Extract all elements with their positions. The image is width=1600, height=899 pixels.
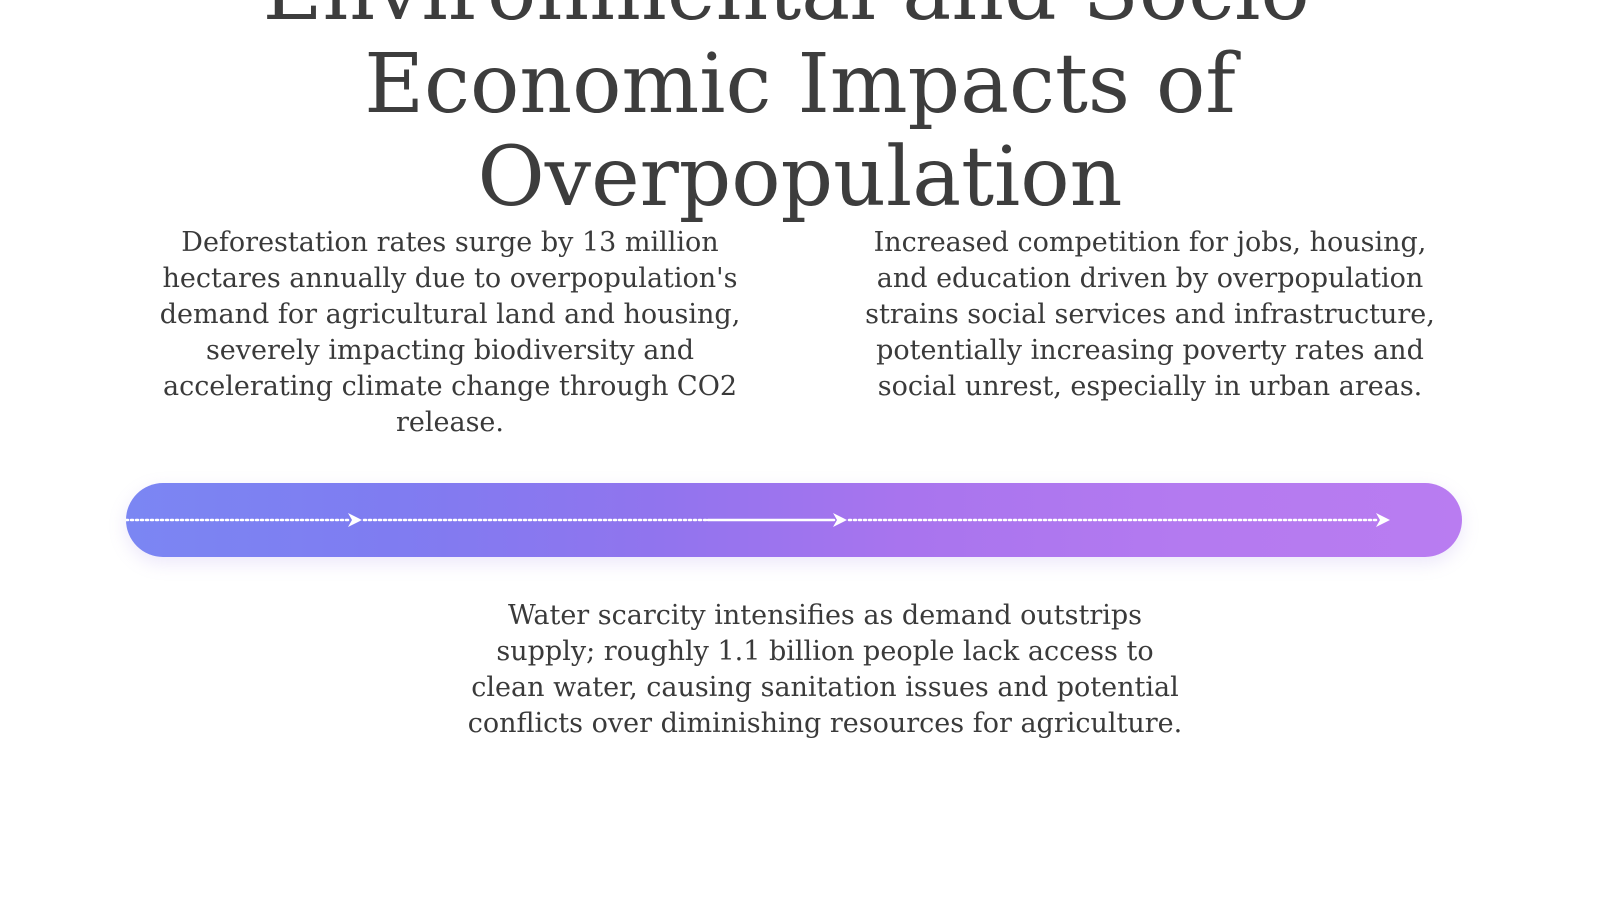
arrow-right-icon (833, 513, 847, 527)
timeline-bar (126, 483, 1462, 557)
title-line-2: Economic Impacts of (364, 37, 1236, 132)
title-line-3: Overpopulation (477, 130, 1123, 225)
page-title: Environmental and Socio- Economic Impact… (0, 0, 1600, 224)
title-line-1: Environmental and Socio- (0, 0, 1600, 38)
timeline-arrows (126, 513, 1390, 527)
water-scarcity-text: Water scarcity intensifies as demand out… (467, 600, 1183, 739)
social-competition-text: Increased competition for jobs, housing,… (865, 227, 1435, 402)
arrow-right-icon (1376, 513, 1390, 527)
arrow-right-icon (348, 513, 362, 527)
deforestation-text: Deforestation rates surge by 13 million … (159, 227, 741, 438)
